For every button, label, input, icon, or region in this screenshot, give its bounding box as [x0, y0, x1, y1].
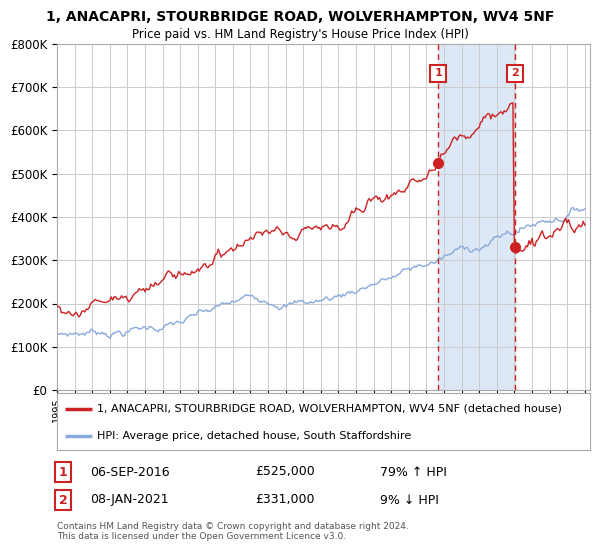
Text: 9% ↓ HPI: 9% ↓ HPI [380, 493, 439, 506]
Text: 79% ↑ HPI: 79% ↑ HPI [380, 465, 447, 478]
Bar [438, 44, 515, 390]
Text: 1: 1 [434, 68, 442, 78]
Text: Contains HM Land Registry data © Crown copyright and database right 2024.
This d: Contains HM Land Registry data © Crown c… [57, 522, 409, 542]
Text: 2: 2 [511, 68, 519, 78]
Text: 1: 1 [59, 465, 67, 478]
Text: 1, ANACAPRI, STOURBRIDGE ROAD, WOLVERHAMPTON, WV4 5NF (detached house): 1, ANACAPRI, STOURBRIDGE ROAD, WOLVERHAM… [97, 404, 562, 414]
Text: HPI: Average price, detached house, South Staffordshire: HPI: Average price, detached house, Sout… [97, 431, 411, 441]
Text: 1, ANACAPRI, STOURBRIDGE ROAD, WOLVERHAMPTON, WV4 5NF: 1, ANACAPRI, STOURBRIDGE ROAD, WOLVERHAM… [46, 10, 554, 24]
Text: £331,000: £331,000 [255, 493, 314, 506]
Text: 08-JAN-2021: 08-JAN-2021 [90, 493, 169, 506]
Text: 06-SEP-2016: 06-SEP-2016 [90, 465, 170, 478]
Text: £525,000: £525,000 [255, 465, 315, 478]
Text: 2: 2 [59, 493, 67, 506]
Text: Price paid vs. HM Land Registry's House Price Index (HPI): Price paid vs. HM Land Registry's House … [131, 28, 469, 41]
